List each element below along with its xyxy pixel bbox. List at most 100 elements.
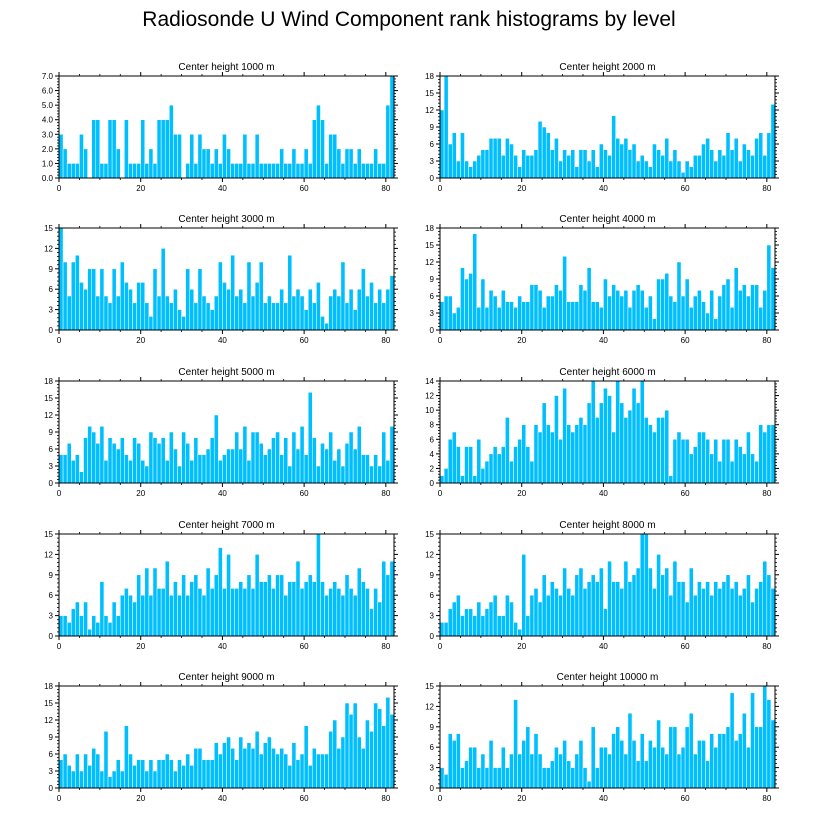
bar xyxy=(156,759,162,789)
bar xyxy=(737,290,743,331)
plot-frame xyxy=(439,533,776,637)
bar xyxy=(713,160,719,179)
bar xyxy=(578,149,584,179)
bar xyxy=(505,138,510,179)
bar xyxy=(705,760,710,789)
bar xyxy=(246,163,252,179)
bar xyxy=(152,437,158,484)
bar xyxy=(733,138,739,179)
bar xyxy=(639,290,645,331)
bar xyxy=(120,594,125,637)
bar xyxy=(381,302,387,331)
bar xyxy=(361,581,366,637)
bar xyxy=(488,138,494,179)
bar xyxy=(693,753,698,789)
x-tick-label: 20 xyxy=(517,794,526,803)
bar xyxy=(525,301,531,331)
bar xyxy=(701,143,706,179)
bar xyxy=(79,615,84,637)
bar xyxy=(623,138,629,179)
bar xyxy=(639,533,645,637)
bar xyxy=(312,581,317,637)
bar xyxy=(439,475,445,484)
y-tick-label: 12 xyxy=(425,392,434,401)
bar xyxy=(173,581,178,637)
panel-3: Center height 3000 m 0 3 6 9 12 15 0 20 40 60 80 xyxy=(44,214,398,345)
bar xyxy=(369,163,374,179)
bar xyxy=(721,733,727,789)
bar xyxy=(291,431,297,484)
y-tick-label: 9 xyxy=(430,123,435,132)
bar xyxy=(381,560,387,637)
bar xyxy=(226,148,231,179)
bar xyxy=(169,594,174,637)
bar xyxy=(574,301,580,331)
bar xyxy=(377,465,382,484)
bar xyxy=(550,581,555,637)
y-tick-label: 15 xyxy=(425,530,434,539)
panel-title: Center height 1000 m xyxy=(178,62,274,73)
bar xyxy=(160,588,166,637)
bar xyxy=(717,588,723,637)
bar xyxy=(136,282,141,331)
bar xyxy=(443,774,449,789)
bar xyxy=(75,454,80,484)
bar xyxy=(590,574,596,637)
y-tick-label: 1.0 xyxy=(42,159,54,168)
bar xyxy=(103,295,109,331)
bar xyxy=(303,148,309,179)
bar xyxy=(238,163,244,179)
bar xyxy=(460,475,465,484)
bar xyxy=(320,753,325,789)
bar xyxy=(369,282,374,331)
bar xyxy=(91,268,97,331)
bar xyxy=(554,746,559,789)
bar xyxy=(242,134,248,179)
x-tick-label: 60 xyxy=(300,184,309,193)
bar xyxy=(439,767,445,789)
bar xyxy=(58,759,64,789)
bar xyxy=(631,143,637,179)
bar xyxy=(169,759,174,789)
bar xyxy=(193,437,199,484)
x-tick-label: 60 xyxy=(300,489,309,498)
bar xyxy=(201,295,207,331)
bar xyxy=(173,770,178,789)
bar xyxy=(299,753,305,789)
bar xyxy=(729,307,735,331)
bar xyxy=(377,708,382,789)
bar xyxy=(684,439,690,484)
bar xyxy=(525,446,531,484)
x-tick-label: 0 xyxy=(438,184,443,193)
bar xyxy=(590,380,596,484)
bar xyxy=(136,163,141,179)
bar xyxy=(83,601,88,637)
panel-7: Center height 7000 m 0 3 6 9 12 15 0 20 40 60 80 xyxy=(44,520,398,651)
bar xyxy=(713,746,719,789)
x-tick-label: 40 xyxy=(218,184,227,193)
x-tick-label: 80 xyxy=(381,794,390,803)
bar xyxy=(619,295,625,331)
bar xyxy=(758,132,763,179)
bar xyxy=(656,149,661,179)
y-tick-label: 18 xyxy=(425,72,434,81)
bar xyxy=(287,765,293,789)
bar xyxy=(688,453,694,484)
bar xyxy=(517,166,522,179)
bar xyxy=(324,322,329,331)
bar xyxy=(75,254,80,331)
bar xyxy=(283,437,289,484)
bar xyxy=(295,448,301,484)
bar xyxy=(275,753,280,789)
bar xyxy=(66,295,72,331)
bar xyxy=(352,163,358,179)
bar xyxy=(295,288,301,331)
bar xyxy=(103,163,109,179)
bar xyxy=(594,166,600,179)
x-tick-label: 40 xyxy=(218,642,227,651)
bar xyxy=(717,295,723,331)
bar xyxy=(320,316,325,331)
bar xyxy=(664,138,670,179)
bar xyxy=(303,309,309,331)
panel-6: Center height 6000 m 0 2 4 6 8 10 12 14 0 20 40 60 80 xyxy=(425,367,779,498)
